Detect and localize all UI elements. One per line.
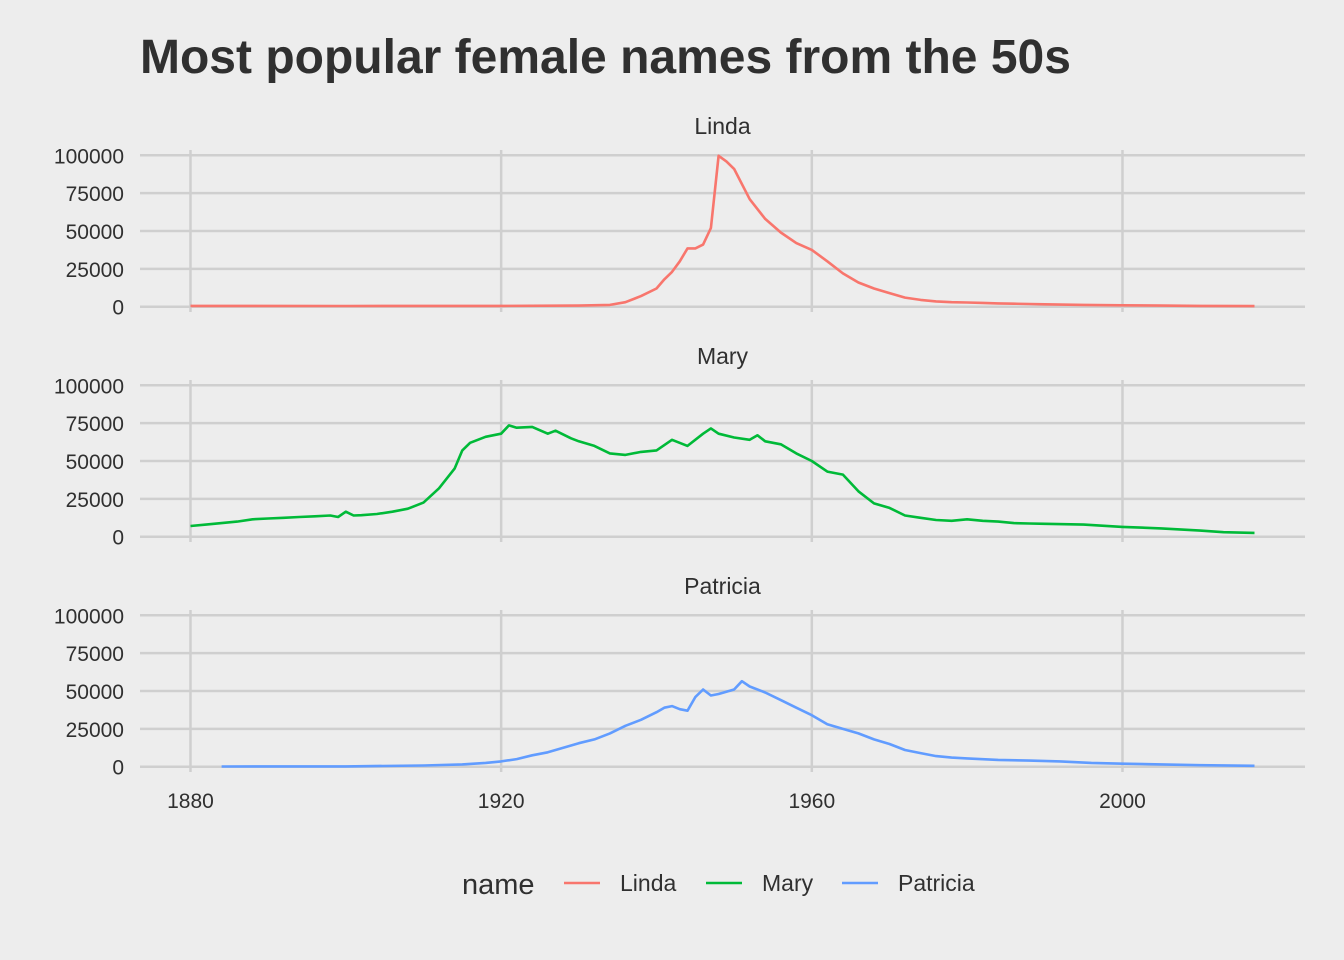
series-line-linda [190,154,1255,308]
y-tick-label: 0 [112,297,124,320]
y-tick-label: 25000 [66,719,124,742]
y-tick-label: 100000 [54,375,124,398]
chart-title: Most popular female names from the 50s [140,31,1071,84]
y-tick-label: 50000 [66,451,124,474]
y-tick-label: 100000 [54,605,124,628]
x-axis: 1880 1920 1960 2000 [167,790,1146,813]
y-tick-label: 50000 [66,221,124,244]
y-tick-label: 75000 [66,183,124,206]
facet-patricia: Patricia 0 25000 50000 75000 100000 [54,573,1305,780]
x-tick-label: 1960 [788,790,835,813]
x-tick-label: 2000 [1099,790,1146,813]
y-tick-label: 0 [112,527,124,550]
y-tick-label: 25000 [66,259,124,282]
facet-label: Linda [694,113,750,139]
y-tick-label: 0 [112,757,124,780]
y-tick-label: 50000 [66,681,124,704]
legend-title: name [462,869,535,901]
facet-label: Patricia [684,573,761,599]
series-line-patricia [221,679,1255,768]
y-tick-label: 75000 [66,413,124,436]
x-tick-label: 1880 [167,790,214,813]
legend-label-patricia: Patricia [898,870,975,896]
series-line-mary [190,424,1255,535]
y-tick-label: 25000 [66,489,124,512]
y-tick-label: 75000 [66,643,124,666]
legend-label-linda: Linda [620,870,676,896]
legend: name Linda Mary Patricia [462,869,975,901]
facet-panels: Linda 0 25000 50000 75000 100000 Mary 0 25000 500… [54,113,1305,780]
x-tick-label: 1920 [478,790,525,813]
y-tick-label: 100000 [54,145,124,168]
facet-mary: Mary 0 25000 50000 75000 100000 [54,343,1305,550]
facet-linda: Linda 0 25000 50000 75000 100000 [54,113,1305,320]
legend-label-mary: Mary [762,870,814,896]
facet-label: Mary [697,343,749,369]
